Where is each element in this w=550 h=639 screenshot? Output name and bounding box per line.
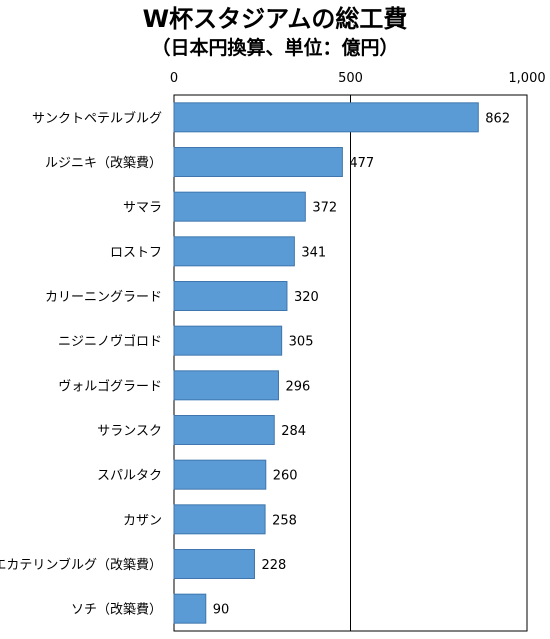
category-label: スパルタク <box>97 469 162 484</box>
category-label: カザン <box>123 513 162 528</box>
value-label: 228 <box>261 558 286 573</box>
bar <box>173 549 255 579</box>
value-label: 477 <box>349 156 374 171</box>
bar <box>173 102 479 133</box>
bar <box>173 236 295 267</box>
bar <box>173 415 275 445</box>
category-label: サランスク <box>97 424 162 439</box>
value-label: 862 <box>485 111 510 126</box>
value-label: 341 <box>301 245 326 260</box>
value-label: 90 <box>213 603 230 618</box>
category-label: サンクトペテルブルグ <box>32 110 162 126</box>
category-label: エカテリンブルグ（改築費） <box>0 557 162 573</box>
chart-subtitle: （日本円換算、単位：億円） <box>151 37 399 59</box>
category-label: ロストフ <box>110 245 162 260</box>
value-label: 296 <box>285 379 310 394</box>
x-tick-label: 0 <box>170 71 178 86</box>
value-label: 260 <box>273 469 298 484</box>
bar <box>173 370 279 401</box>
x-tick-label: 1,000 <box>508 71 545 86</box>
category-label: ソチ（改築費） <box>71 603 162 618</box>
x-tick-label: 500 <box>338 71 363 86</box>
chart-title: W杯スタジアムの総工費 <box>142 5 408 33</box>
bar <box>173 325 283 356</box>
category-label: ニジニノヴゴロド <box>58 334 162 350</box>
value-label: 320 <box>294 290 319 305</box>
value-label: 258 <box>272 513 297 528</box>
value-label: 284 <box>281 424 306 439</box>
value-label: 372 <box>312 201 337 216</box>
bar <box>173 147 343 177</box>
category-label: ルジニキ（改築費） <box>45 156 162 171</box>
category-label: ヴォルゴグラード <box>58 378 162 394</box>
bar <box>173 459 267 490</box>
category-label: カリーニングラード <box>45 290 162 305</box>
bar <box>173 504 266 535</box>
value-label: 305 <box>289 335 314 350</box>
bar <box>173 281 288 311</box>
bar <box>173 593 207 624</box>
category-label: サマラ <box>123 201 162 216</box>
bar <box>173 191 306 222</box>
